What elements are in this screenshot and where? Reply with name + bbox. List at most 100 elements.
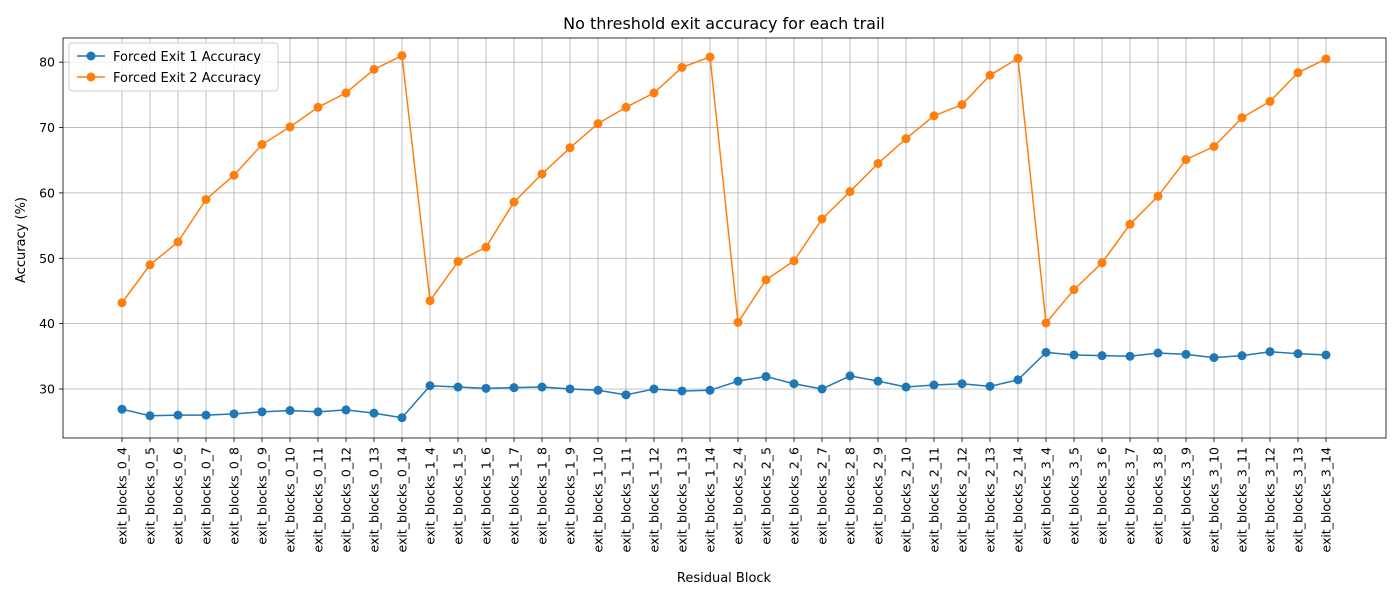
- data-point: [677, 386, 687, 396]
- x-tick-label: exit_blocks_2_7: [815, 447, 830, 545]
- data-point: [285, 406, 295, 416]
- data-series: [117, 51, 1331, 423]
- x-tick-label: exit_blocks_2_8: [843, 447, 858, 545]
- x-tick-label: exit_blocks_0_5: [143, 447, 158, 545]
- data-point: [929, 380, 939, 390]
- data-point: [1069, 350, 1079, 360]
- x-tick-label: exit_blocks_3_11: [1235, 447, 1250, 553]
- x-tick-label: exit_blocks_0_9: [255, 447, 270, 545]
- data-point: [425, 381, 435, 391]
- data-point: [621, 390, 631, 400]
- data-point: [1181, 349, 1191, 359]
- x-tick-label: exit_blocks_0_4: [115, 447, 130, 545]
- data-point: [845, 371, 855, 381]
- data-point: [593, 385, 603, 395]
- series-2: [117, 51, 1331, 328]
- x-tick-label: exit_blocks_3_10: [1207, 447, 1222, 553]
- data-point: [817, 214, 827, 224]
- x-tick-label: exit_blocks_2_10: [899, 447, 914, 553]
- chart-title: No threshold exit accuracy for each trai…: [563, 14, 885, 33]
- data-point: [985, 381, 995, 391]
- data-point: [1209, 353, 1219, 363]
- data-point: [257, 140, 267, 150]
- x-tick-label: exit_blocks_2_5: [759, 447, 774, 545]
- x-tick-label: exit_blocks_0_10: [283, 447, 298, 553]
- series-line: [121, 54, 1327, 325]
- x-tick-label: exit_blocks_0_14: [395, 447, 410, 553]
- data-point: [1153, 191, 1163, 201]
- y-tick-label: 60: [39, 185, 55, 200]
- data-point: [1293, 349, 1303, 359]
- data-point: [1265, 347, 1275, 357]
- y-axis-label: Accuracy (%): [14, 197, 29, 283]
- legend-label-series-1: Forced Exit 1 Accuracy: [113, 50, 261, 65]
- data-point: [1125, 351, 1135, 361]
- data-point: [565, 384, 575, 394]
- x-tick-label: exit_blocks_2_14: [1011, 447, 1026, 553]
- x-tick-label: exit_blocks_0_6: [171, 447, 186, 545]
- data-point: [1237, 113, 1247, 123]
- data-point: [481, 242, 491, 252]
- data-point: [117, 298, 127, 308]
- x-tick-label: exit_blocks_1_12: [647, 447, 662, 553]
- data-point: [929, 111, 939, 121]
- data-point: [761, 275, 771, 285]
- y-tick-label: 50: [39, 251, 55, 266]
- data-point: [1125, 219, 1135, 229]
- data-point: [1209, 141, 1219, 151]
- data-point: [229, 170, 239, 180]
- data-point: [341, 88, 351, 98]
- x-tick-label: exit_blocks_0_8: [227, 447, 242, 545]
- y-tick-label: 40: [39, 316, 55, 331]
- data-point: [789, 256, 799, 266]
- data-point: [985, 70, 995, 80]
- x-tick-label: exit_blocks_3_7: [1123, 447, 1138, 545]
- data-point: [1097, 351, 1107, 361]
- y-tick-label: 70: [39, 120, 55, 135]
- series-line: [121, 350, 1327, 419]
- data-point: [873, 376, 883, 386]
- series-1: [117, 347, 1331, 423]
- x-tick-label: exit_blocks_0_11: [311, 447, 326, 553]
- legend-entry-series-1: Forced Exit 1 Accuracy: [77, 50, 261, 65]
- y-tick-label: 80: [39, 55, 55, 70]
- x-tick-label: exit_blocks_1_7: [507, 447, 522, 545]
- data-point: [341, 405, 351, 415]
- x-tick-label: exit_blocks_0_7: [199, 447, 214, 545]
- x-tick-label: exit_blocks_2_9: [871, 447, 886, 545]
- data-point: [313, 407, 323, 417]
- x-tick-label: exit_blocks_2_4: [731, 447, 746, 545]
- data-point: [845, 187, 855, 197]
- data-point: [369, 64, 379, 74]
- data-point: [1237, 351, 1247, 361]
- data-point: [425, 296, 435, 306]
- legend-entry-series-2: Forced Exit 2 Accuracy: [77, 71, 261, 86]
- data-point: [145, 411, 155, 421]
- data-point: [733, 317, 743, 327]
- data-point: [957, 379, 967, 389]
- data-point: [817, 384, 827, 394]
- data-point: [1041, 347, 1051, 357]
- x-tick-label: exit_blocks_3_12: [1263, 447, 1278, 553]
- x-tick-label: exit_blocks_3_6: [1095, 447, 1110, 545]
- data-point: [1153, 348, 1163, 358]
- plot-frame: [62, 37, 1387, 439]
- x-tick-label: exit_blocks_0_13: [367, 447, 382, 553]
- data-point: [201, 410, 211, 420]
- x-tick-label: exit_blocks_3_14: [1319, 447, 1334, 553]
- legend: Forced Exit 1 Accuracy Forced Exit 2 Acc…: [68, 42, 279, 92]
- x-tick-label: exit_blocks_3_5: [1067, 447, 1082, 545]
- data-point: [145, 260, 155, 270]
- data-point: [229, 409, 239, 419]
- data-point: [705, 385, 715, 395]
- data-point: [957, 100, 967, 110]
- data-point: [733, 376, 743, 386]
- data-point: [537, 382, 547, 392]
- x-tick-label: exit_blocks_1_14: [703, 447, 718, 553]
- data-point: [1013, 53, 1023, 63]
- x-tick-label: exit_blocks_2_13: [983, 447, 998, 553]
- data-point: [761, 372, 771, 382]
- data-point: [901, 134, 911, 144]
